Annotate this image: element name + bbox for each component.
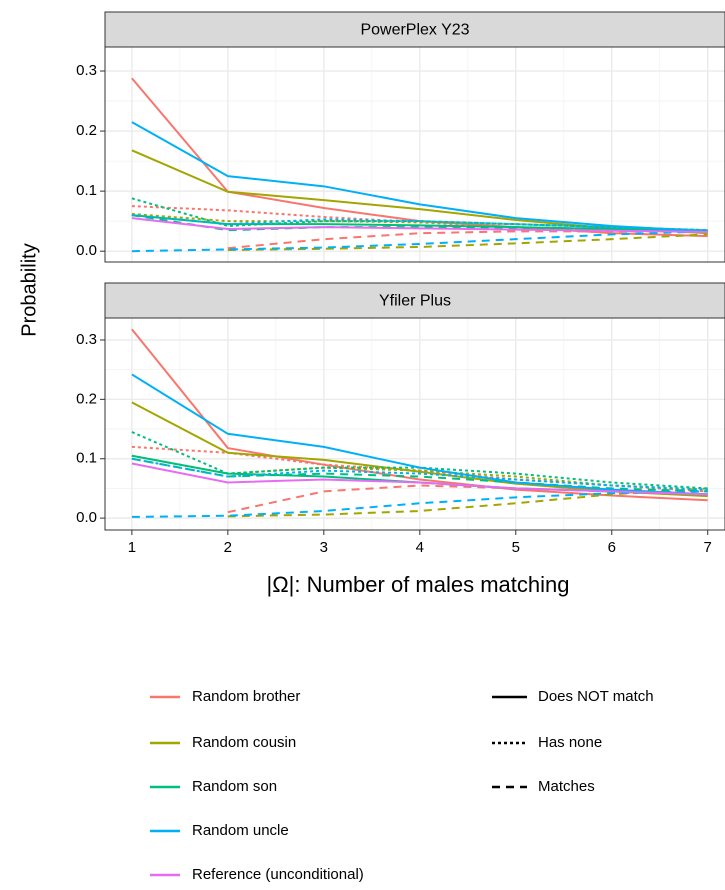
facet-title: PowerPlex Y23 [360, 22, 469, 39]
legend-label: Random brother [192, 688, 300, 705]
series-line [131, 328, 708, 502]
series-line [227, 233, 708, 251]
series-group [131, 77, 708, 253]
legend-label: Reference (unconditional) [192, 866, 364, 883]
x-tick-label: 6 [608, 539, 616, 556]
y-tick-label: 0.3 [76, 62, 97, 79]
legend-label: Matches [538, 778, 595, 795]
series-line [131, 490, 708, 518]
series-line [131, 457, 708, 491]
series-line [131, 214, 708, 233]
series-line [131, 373, 708, 496]
series-line [131, 457, 708, 493]
series-line [131, 462, 708, 496]
panel [105, 318, 725, 530]
series-line [131, 214, 708, 232]
legend-label: Does NOT match [538, 688, 654, 705]
y-axis-label: Probability [18, 243, 40, 336]
x-tick-label: 4 [416, 539, 424, 556]
series-line [227, 230, 708, 250]
x-tick-label: 3 [320, 539, 328, 556]
strip [104, 11, 725, 48]
y-tick-label: 0.2 [76, 390, 97, 407]
y-tick-label: 0.2 [76, 122, 97, 139]
y-tick-label: 0.3 [76, 331, 97, 348]
x-axis-label: |Ω|: Number of males matching [267, 572, 570, 597]
x-tick-label: 2 [224, 539, 232, 556]
y-tick-label: 0.0 [76, 242, 97, 259]
series-line [131, 217, 708, 233]
series-line [227, 487, 708, 518]
y-tick-label: 0.1 [76, 182, 97, 199]
x-tick-label: 1 [128, 539, 136, 556]
y-tick-label: 0.0 [76, 509, 97, 526]
facet-title: Yfiler Plus [379, 293, 451, 310]
legend-label: Random cousin [192, 734, 296, 751]
panel-border [104, 46, 725, 263]
legend-label: Random son [192, 778, 277, 795]
series-line [227, 484, 708, 514]
x-tick-label: 7 [704, 539, 712, 556]
series-line [131, 230, 708, 253]
panel-border [104, 317, 725, 531]
legend-label: Random uncle [192, 822, 289, 839]
y-tick-label: 0.1 [76, 450, 97, 467]
series-line [131, 121, 708, 233]
legend-label: Has none [538, 734, 602, 751]
series-group [131, 328, 708, 518]
x-tick-label: 5 [512, 539, 520, 556]
